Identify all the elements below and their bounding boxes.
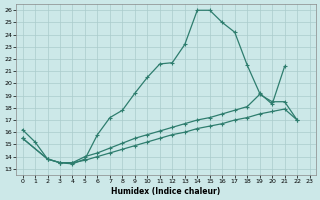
X-axis label: Humidex (Indice chaleur): Humidex (Indice chaleur) (111, 187, 221, 196)
